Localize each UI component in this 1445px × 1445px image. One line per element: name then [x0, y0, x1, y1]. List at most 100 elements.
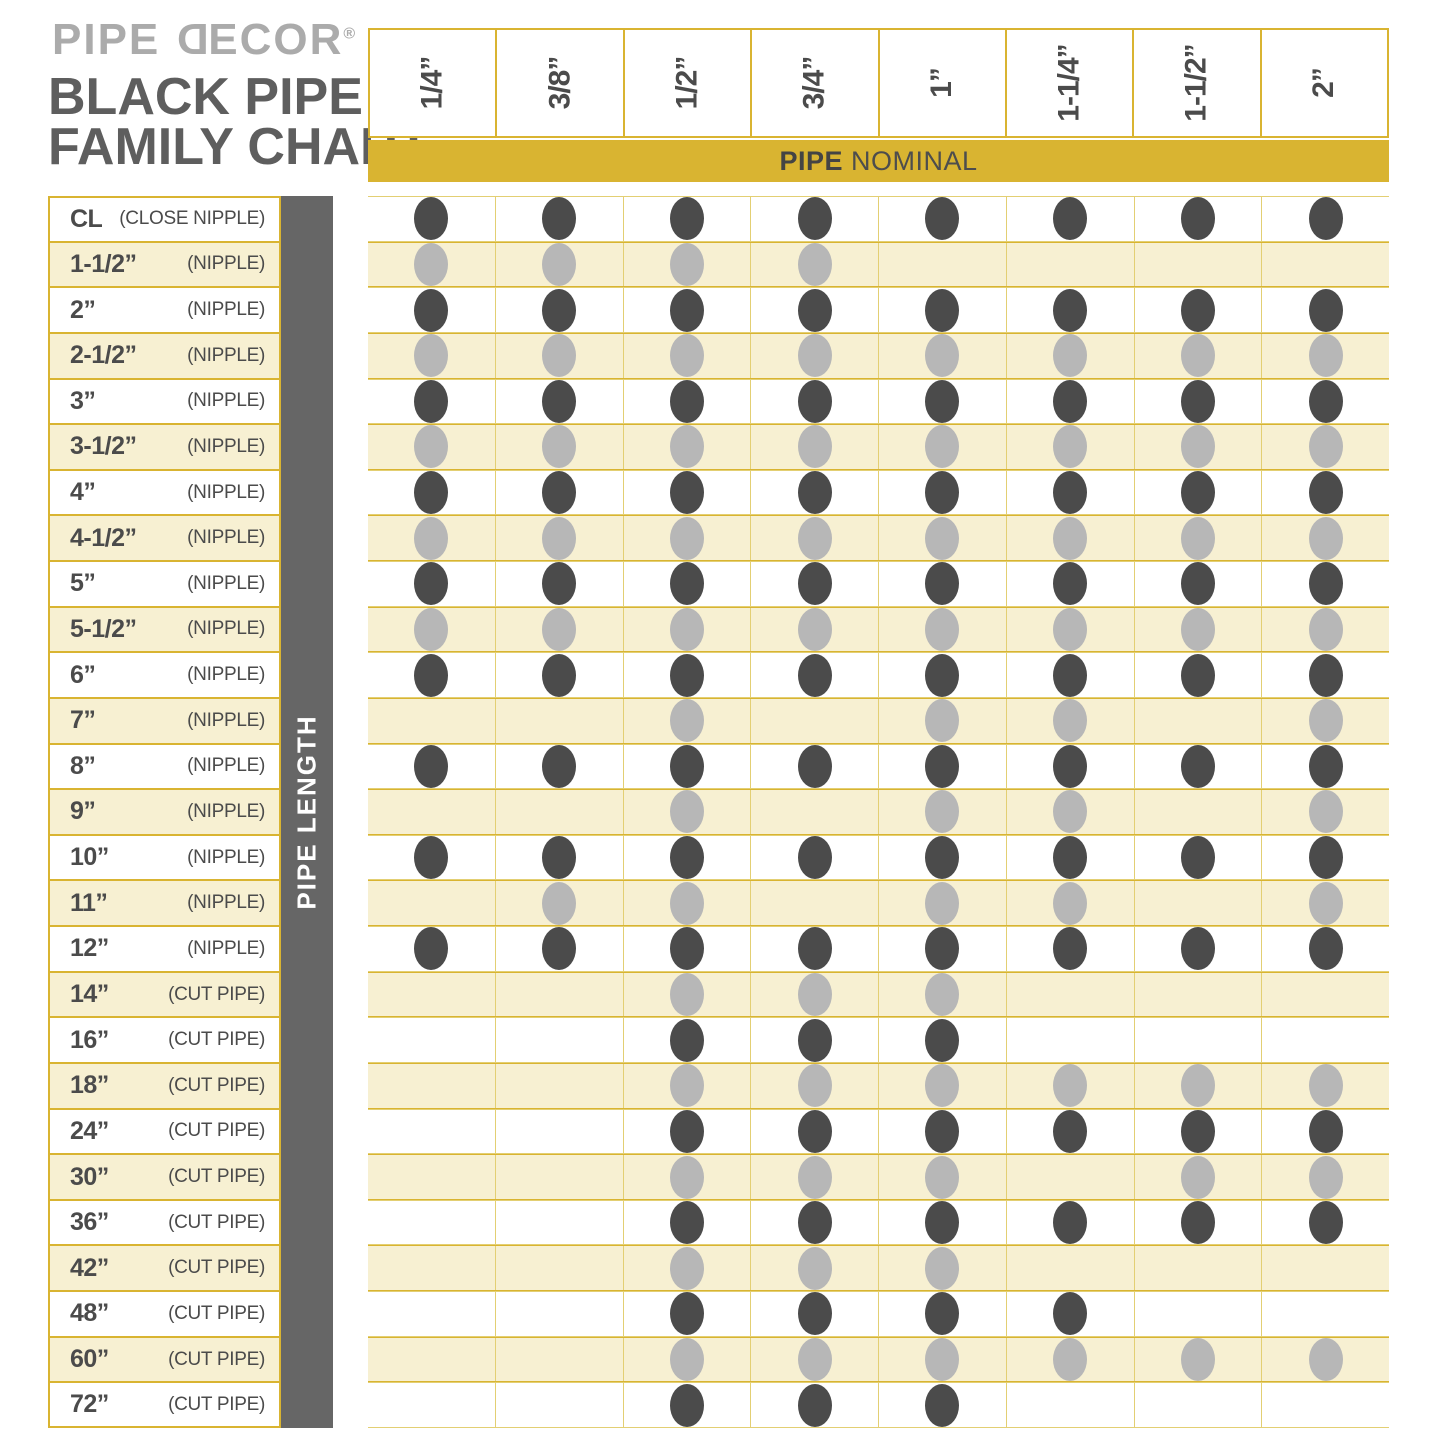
- row-label-cell: 24” (CUT PIPE): [48, 1108, 281, 1155]
- availability-dot-icon: [797, 973, 832, 1017]
- matrix-cell: [624, 1063, 752, 1108]
- matrix-cell: [1262, 425, 1389, 469]
- availability-dot-icon: [797, 836, 832, 880]
- matrix-cell: [879, 562, 1007, 606]
- row-matrix: [368, 1245, 1389, 1292]
- matrix-cell: [496, 835, 624, 880]
- matrix-cell: [624, 835, 752, 880]
- availability-dot-icon: [414, 562, 449, 606]
- table-row: 9” (NIPPLE): [0, 789, 1445, 835]
- matrix-cell: [1135, 653, 1263, 697]
- row-label-size: 30”: [70, 1162, 109, 1191]
- matrix-cell: [751, 1200, 879, 1245]
- availability-dot-icon: [1053, 607, 1088, 651]
- row-matrix: [368, 561, 1389, 607]
- matrix-cell: [1135, 242, 1263, 287]
- matrix-cell: [1135, 1246, 1263, 1291]
- matrix-cell: [1135, 698, 1263, 743]
- matrix-cell: [1262, 516, 1389, 560]
- matrix-cell: [1007, 744, 1135, 789]
- row-label-size: 10”: [70, 843, 109, 872]
- availability-dot-icon: [1180, 288, 1215, 332]
- row-label-size: 16”: [70, 1025, 109, 1054]
- matrix-cell: [496, 972, 624, 1017]
- availability-dot-icon: [414, 379, 449, 423]
- availability-dot-icon: [925, 1064, 960, 1108]
- matrix-cell: [1007, 927, 1135, 971]
- row-label-cell: 4” (NIPPLE): [48, 469, 281, 516]
- availability-dot-icon: [925, 607, 960, 651]
- availability-dot-icon: [797, 1064, 832, 1108]
- row-label-size: 36”: [70, 1208, 109, 1237]
- table-row: 30” (CUT PIPE): [0, 1154, 1445, 1200]
- row-matrix: [368, 1108, 1389, 1155]
- row-matrix: [368, 1382, 1389, 1428]
- availability-dot-icon: [925, 516, 960, 560]
- matrix-cell: [368, 562, 496, 606]
- matrix-cell: [368, 1337, 496, 1382]
- matrix-cell: [368, 1200, 496, 1245]
- matrix-cell: [624, 242, 752, 287]
- matrix-cell: [496, 744, 624, 789]
- matrix-cell: [368, 1018, 496, 1062]
- availability-dot-icon: [669, 288, 704, 332]
- availability-dot-icon: [1180, 1109, 1215, 1153]
- column-header-label: 1/4”: [415, 56, 449, 110]
- matrix-cell: [368, 1109, 496, 1154]
- availability-dot-icon: [1053, 1201, 1088, 1245]
- availability-dot-icon: [542, 516, 577, 560]
- matrix-cell: [1135, 1155, 1263, 1199]
- matrix-cell: [1007, 653, 1135, 697]
- availability-dot-icon: [797, 744, 832, 788]
- matrix-cell: [1007, 1063, 1135, 1108]
- availability-dot-icon: [414, 197, 449, 241]
- availability-dot-icon: [1308, 562, 1343, 606]
- matrix-cell: [496, 1018, 624, 1062]
- matrix-cell: [751, 698, 879, 743]
- table-row: 10” (NIPPLE): [0, 834, 1445, 881]
- availability-dot-icon: [1180, 1201, 1215, 1245]
- availability-dot-icon: [925, 744, 960, 788]
- matrix-cell: [1262, 973, 1389, 1017]
- table-row: 1-1/2” (NIPPLE): [0, 241, 1445, 288]
- availability-dot-icon: [797, 471, 832, 515]
- matrix-cell: [879, 1109, 1007, 1154]
- matrix-cell: [1262, 197, 1389, 241]
- availability-dot-icon: [1308, 425, 1343, 469]
- availability-dot-icon: [542, 425, 577, 469]
- matrix-cell: [879, 379, 1007, 424]
- row-label-size: 11”: [70, 888, 108, 917]
- matrix-cell: [879, 1383, 1007, 1427]
- matrix-cell: [879, 835, 1007, 880]
- availability-dot-icon: [669, 1109, 704, 1153]
- availability-dot-icon: [925, 1018, 960, 1062]
- row-label-kind: (NIPPLE): [187, 937, 265, 959]
- availability-dot-icon: [414, 653, 449, 697]
- row-label-cell: 16” (CUT PIPE): [48, 1017, 281, 1063]
- title-line-2: FAMILY CHART: [48, 118, 430, 177]
- availability-dot-icon: [1308, 744, 1343, 788]
- availability-dot-icon: [925, 288, 960, 332]
- matrix-cell: [751, 288, 879, 332]
- matrix-cell: [751, 470, 879, 515]
- matrix-cell: [624, 1292, 752, 1336]
- table-row: 2-1/2” (NIPPLE): [0, 332, 1445, 379]
- matrix-cell: [1007, 242, 1135, 287]
- availability-dot-icon: [797, 1109, 832, 1153]
- row-matrix: [368, 743, 1389, 790]
- availability-dot-icon: [414, 516, 449, 560]
- row-label-kind: (NIPPLE): [187, 435, 265, 457]
- table-row: 42” (CUT PIPE): [0, 1245, 1445, 1292]
- matrix-cell: [1007, 288, 1135, 332]
- matrix-cell: [624, 1109, 752, 1154]
- matrix-cell: [624, 425, 752, 469]
- matrix-cell: [624, 1155, 752, 1199]
- matrix-cell: [624, 1246, 752, 1291]
- matrix-cell: [1262, 1109, 1389, 1154]
- row-matrix: [368, 1291, 1389, 1337]
- column-header-6: 1-1/4”: [1007, 30, 1135, 136]
- availability-dot-icon: [925, 1155, 960, 1199]
- row-label-size: 3”: [70, 386, 96, 415]
- availability-dot-icon: [669, 881, 704, 925]
- availability-dot-icon: [1180, 744, 1215, 788]
